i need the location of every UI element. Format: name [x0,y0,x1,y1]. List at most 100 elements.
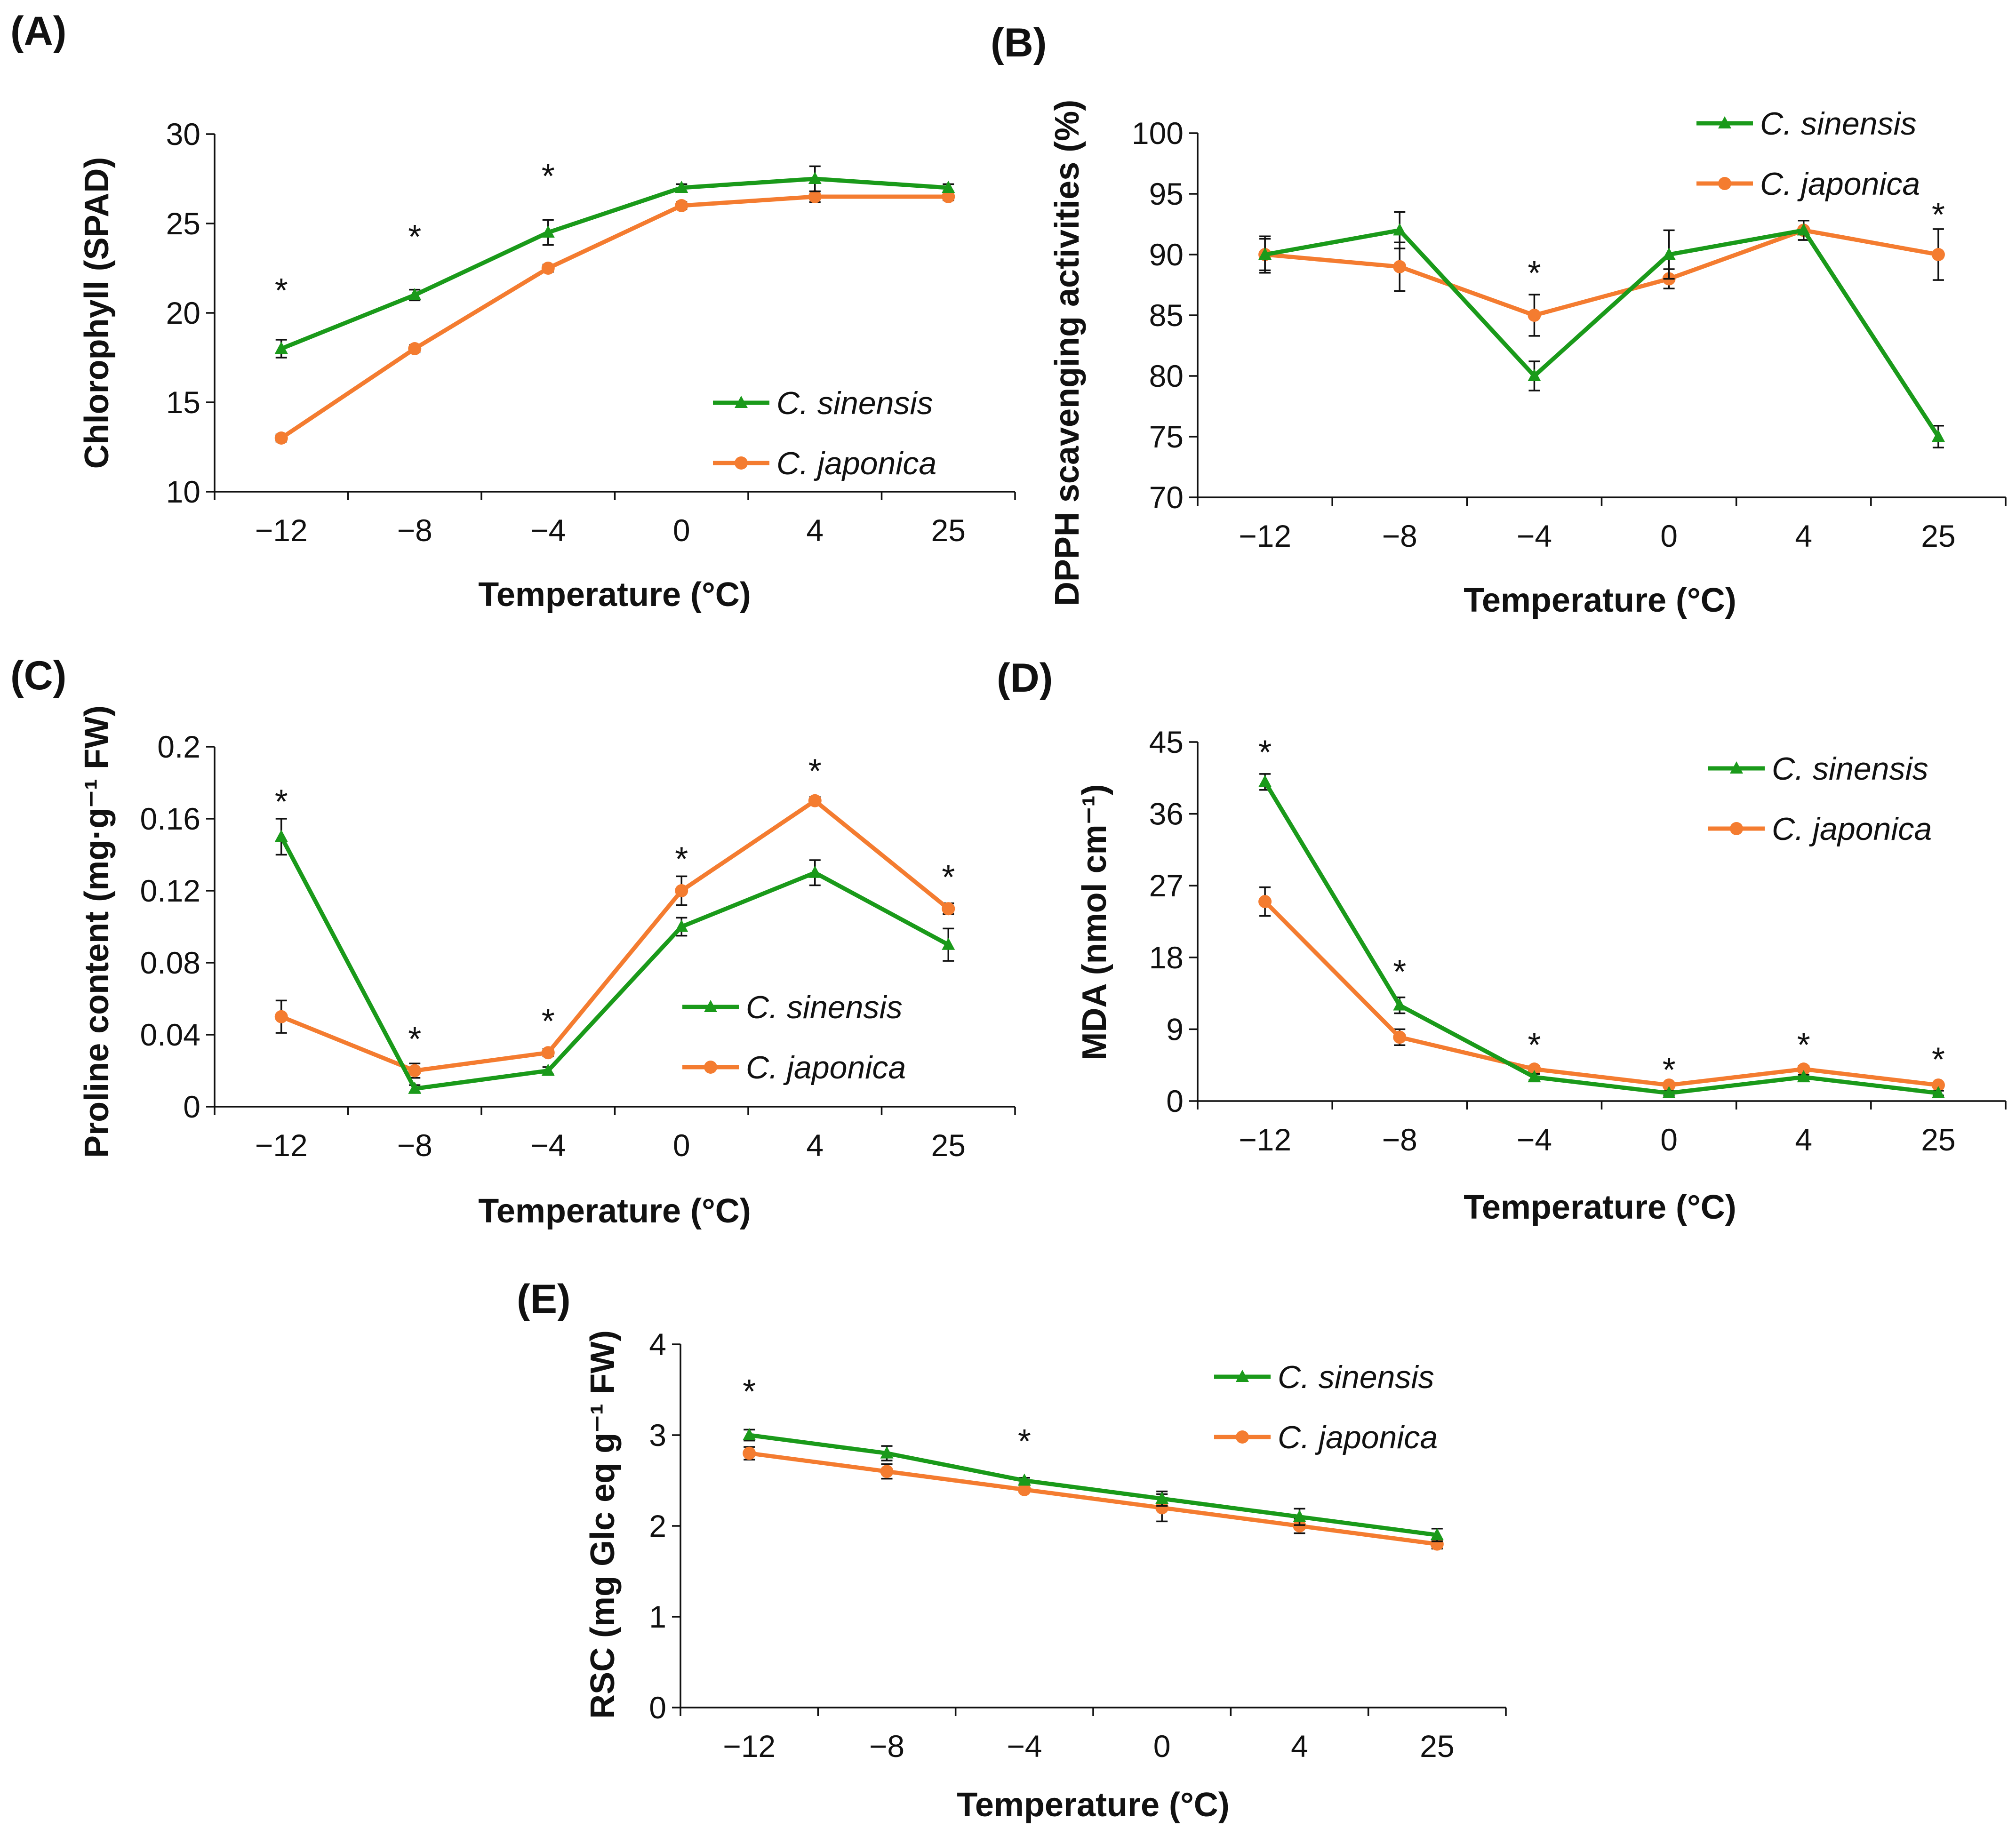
x-tick-label: −8 [1382,1122,1417,1157]
legend-circle-icon [735,456,748,470]
panel-a: (A) 10 15 20 25 30 −12 −8 −4 0 4 25 Temperature (°C)… [10,8,1016,614]
data-point-triangle [541,225,555,238]
panel-label: (E) [517,1277,571,1322]
data-point-triangle [808,865,822,878]
x-tick-label: −12 [1239,1122,1291,1157]
data-point-triangle [743,1428,756,1440]
significance-star: * [675,841,688,878]
y-tick-label: 0 [183,1089,200,1124]
data-point-circle [1293,1519,1306,1533]
y-tick-label: 1 [649,1599,666,1634]
data-point-circle [541,1046,555,1060]
x-tick-label: −4 [1517,519,1552,553]
series-japonica [274,190,955,445]
x-tick-label: −8 [397,1128,432,1163]
y-tick-label: 85 [1149,298,1184,333]
y-tick-label: 70 [1149,480,1184,515]
data-point-circle [274,1010,288,1023]
legend-circle-icon [1236,1430,1249,1444]
data-point-triangle [942,181,955,193]
legend-label: C. japonica [1772,811,1932,847]
x-tick-label: 4 [1795,519,1812,553]
y-tick-label: 45 [1149,725,1184,759]
x-tick-label: 0 [1153,1729,1171,1764]
x-tick-label: 4 [806,513,824,548]
y-tick-label: 18 [1149,940,1184,975]
series-line [1264,228,1940,438]
y-tick-label: 0.12 [140,873,200,908]
x-tick-label: 0 [1660,1122,1678,1157]
x-tick-label: −4 [530,513,566,548]
significance-star: * [1018,1423,1031,1461]
data-point-circle [1528,309,1541,322]
x-tick-label: 25 [931,513,966,548]
x-tick-label: 25 [1921,519,1955,553]
y-tick-label: 15 [166,385,200,420]
legend-triangle-icon [735,396,748,408]
panel-label: (C) [10,653,66,698]
y-tick-label: 30 [166,117,200,152]
significance-star: * [1258,734,1272,771]
x-axis-title: Temperature (°C) [1464,582,1736,619]
y-tick-label: 100 [1132,116,1184,151]
y-tick-label: 20 [166,295,200,330]
significance-star: * [1797,1027,1810,1064]
data-point-circle [880,1465,894,1478]
y-tick-label: 0.16 [140,801,200,836]
data-point-triangle [1662,247,1676,260]
legend: C. sinensis C. japonica [682,990,906,1086]
data-point-triangle [880,1446,894,1459]
x-tick-label: 25 [931,1128,966,1163]
panel-b: (B) 70 75 80 85 90 95 100 −12 −8 −4 0 4 25 Temperature… [991,20,2007,619]
data-point-triangle [408,1081,422,1094]
data-point-triangle [1797,1070,1810,1083]
significance-star: * [1932,1041,1945,1078]
data-point-triangle [1155,1492,1169,1504]
significance-star: * [1528,255,1541,292]
data-point-circle [1662,1078,1676,1092]
y-tick-label: 0 [1166,1084,1184,1118]
x-tick-label: −12 [723,1729,776,1764]
legend-circle-icon [704,1061,717,1074]
data-point-circle [1258,895,1272,909]
legend-label: C. sinensis [776,385,933,421]
x-axis-title: Temperature (°C) [1464,1189,1736,1226]
data-point-circle [1393,260,1407,273]
x-tick-label: −4 [1007,1729,1042,1764]
data-point-triangle [808,172,822,184]
data-point-circle [1393,1030,1407,1044]
x-tick-label: 4 [1291,1729,1308,1764]
y-tick-label: 10 [166,474,200,509]
data-point-triangle [1797,223,1810,236]
data-point-triangle [408,288,422,300]
y-tick-label: 0.08 [140,945,200,980]
legend-label: C. japonica [746,1050,906,1086]
series-line [279,836,950,1091]
data-point-circle [408,342,422,355]
data-point-triangle [1293,1509,1306,1522]
y-tick-label: 27 [1149,868,1184,903]
data-point-circle [1931,1078,1945,1092]
series-sinensis [1258,773,1945,1099]
significance-star: * [1393,953,1406,991]
y-axis-title: Chlorophyll (SPAD) [78,157,116,469]
significance-star: * [1932,196,1945,234]
legend-label: C. japonica [776,446,936,481]
legend-label: C. japonica [1760,166,1920,202]
y-axis-title: Proline content (mg·g⁻¹ FW) [78,705,116,1158]
data-point-circle [408,1064,422,1078]
data-point-circle [1155,1501,1169,1515]
significance-star: * [808,752,822,790]
legend-triangle-icon [1718,116,1731,128]
data-point-triangle [1931,1086,1945,1099]
panel-label: (B) [991,20,1047,65]
series-sinensis [1258,211,1945,448]
data-point-triangle [1393,223,1407,236]
y-tick-label: 80 [1149,359,1184,393]
data-point-triangle [274,830,288,842]
data-point-circle [675,884,688,897]
x-tick-label: 25 [1420,1729,1454,1764]
x-axis-title: Temperature (°C) [957,1786,1230,1824]
x-tick-label: 0 [673,1128,690,1163]
x-tick-label: 4 [806,1128,824,1163]
